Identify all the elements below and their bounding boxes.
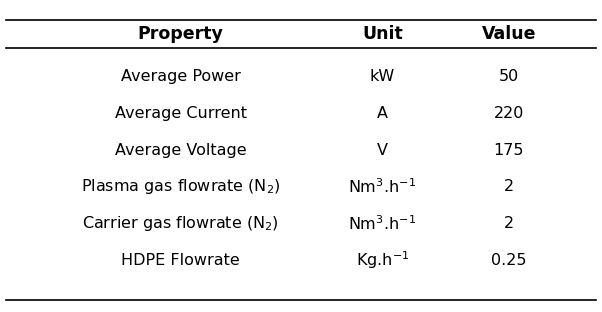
- Text: 175: 175: [494, 143, 524, 158]
- Text: Carrier gas flowrate (N$_2$): Carrier gas flowrate (N$_2$): [82, 214, 279, 233]
- Text: Average Power: Average Power: [120, 69, 241, 84]
- Text: Average Current: Average Current: [114, 106, 247, 121]
- Text: Nm$^3$.h$^{-1}$: Nm$^3$.h$^{-1}$: [349, 214, 416, 233]
- Text: 2: 2: [504, 216, 514, 231]
- Text: 2: 2: [504, 179, 514, 194]
- Text: 50: 50: [498, 69, 519, 84]
- Text: kW: kW: [370, 69, 395, 84]
- Text: Average Voltage: Average Voltage: [115, 143, 246, 158]
- Text: Plasma gas flowrate (N$_2$): Plasma gas flowrate (N$_2$): [81, 178, 281, 196]
- Text: Kg.h$^{-1}$: Kg.h$^{-1}$: [356, 250, 409, 271]
- Text: Property: Property: [138, 25, 223, 43]
- Text: 0.25: 0.25: [491, 253, 526, 268]
- Text: Unit: Unit: [362, 25, 403, 43]
- Text: Nm$^3$.h$^{-1}$: Nm$^3$.h$^{-1}$: [349, 178, 416, 196]
- Text: V: V: [377, 143, 388, 158]
- Text: A: A: [377, 106, 388, 121]
- Text: 220: 220: [494, 106, 524, 121]
- Text: HDPE Flowrate: HDPE Flowrate: [121, 253, 240, 268]
- Text: Value: Value: [482, 25, 536, 43]
